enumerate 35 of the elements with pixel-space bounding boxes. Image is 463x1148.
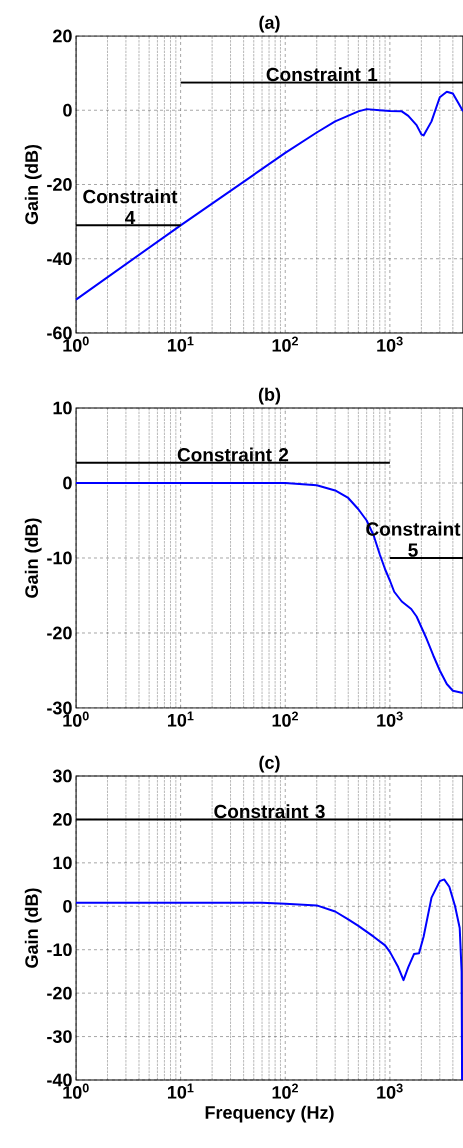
y-axis-title: Gain (dB) bbox=[24, 518, 42, 598]
x-axis-title: Frequency (Hz) bbox=[205, 1105, 334, 1123]
x-tick-label: 10$^{1}$ bbox=[167, 336, 194, 352]
series-label: Constraint 3 bbox=[214, 804, 325, 819]
chart-title: (a) bbox=[259, 15, 280, 33]
y-tick-label: 0 bbox=[63, 476, 72, 490]
x-tick-label: 10$^{2}$ bbox=[272, 711, 298, 727]
y-tick-label: 30 bbox=[52, 769, 72, 783]
y-tick-label: 10 bbox=[53, 856, 72, 870]
chart-title: (b) bbox=[258, 387, 281, 405]
y-tick-label: 20 bbox=[53, 813, 72, 826]
y-tick-label: -20 bbox=[47, 626, 72, 640]
x-tick-label: 10$^{3}$ bbox=[377, 336, 403, 352]
y-tick-label: 0 bbox=[63, 103, 72, 117]
x-tick-label: 10$^{3}$ bbox=[377, 1083, 403, 1099]
y-tick-label: -10 bbox=[47, 943, 72, 957]
y-tick-label: -20 bbox=[47, 178, 72, 191]
x-tick-label: 10$^{2}$ bbox=[272, 1083, 298, 1099]
y-tick-label: 10 bbox=[53, 401, 72, 415]
x-tick-label: 10$^{1}$ bbox=[167, 1083, 194, 1099]
x-tick-label: 10$^{3}$ bbox=[377, 711, 403, 727]
series-label: Constraint 2 bbox=[177, 447, 289, 462]
x-tick-label: 10$^{2}$ bbox=[272, 336, 298, 352]
series-label: Constraint 1 bbox=[266, 67, 378, 82]
y-axis-title: Gain (dB) bbox=[24, 144, 42, 225]
chart-title: (c) bbox=[259, 755, 280, 773]
series-label: Constraint 4 bbox=[83, 189, 178, 225]
y-tick-label: 0 bbox=[63, 899, 72, 913]
y-tick-label: -30 bbox=[47, 1030, 72, 1043]
y-tick-label: -20 bbox=[47, 986, 72, 1000]
y-tick-label: 20 bbox=[53, 29, 72, 43]
x-tick-label: 10$^{1}$ bbox=[167, 711, 194, 727]
y-tick-label: -40 bbox=[47, 252, 72, 266]
y-axis-title: Gain (dB) bbox=[24, 888, 42, 968]
y-tick-label: -10 bbox=[47, 551, 72, 565]
